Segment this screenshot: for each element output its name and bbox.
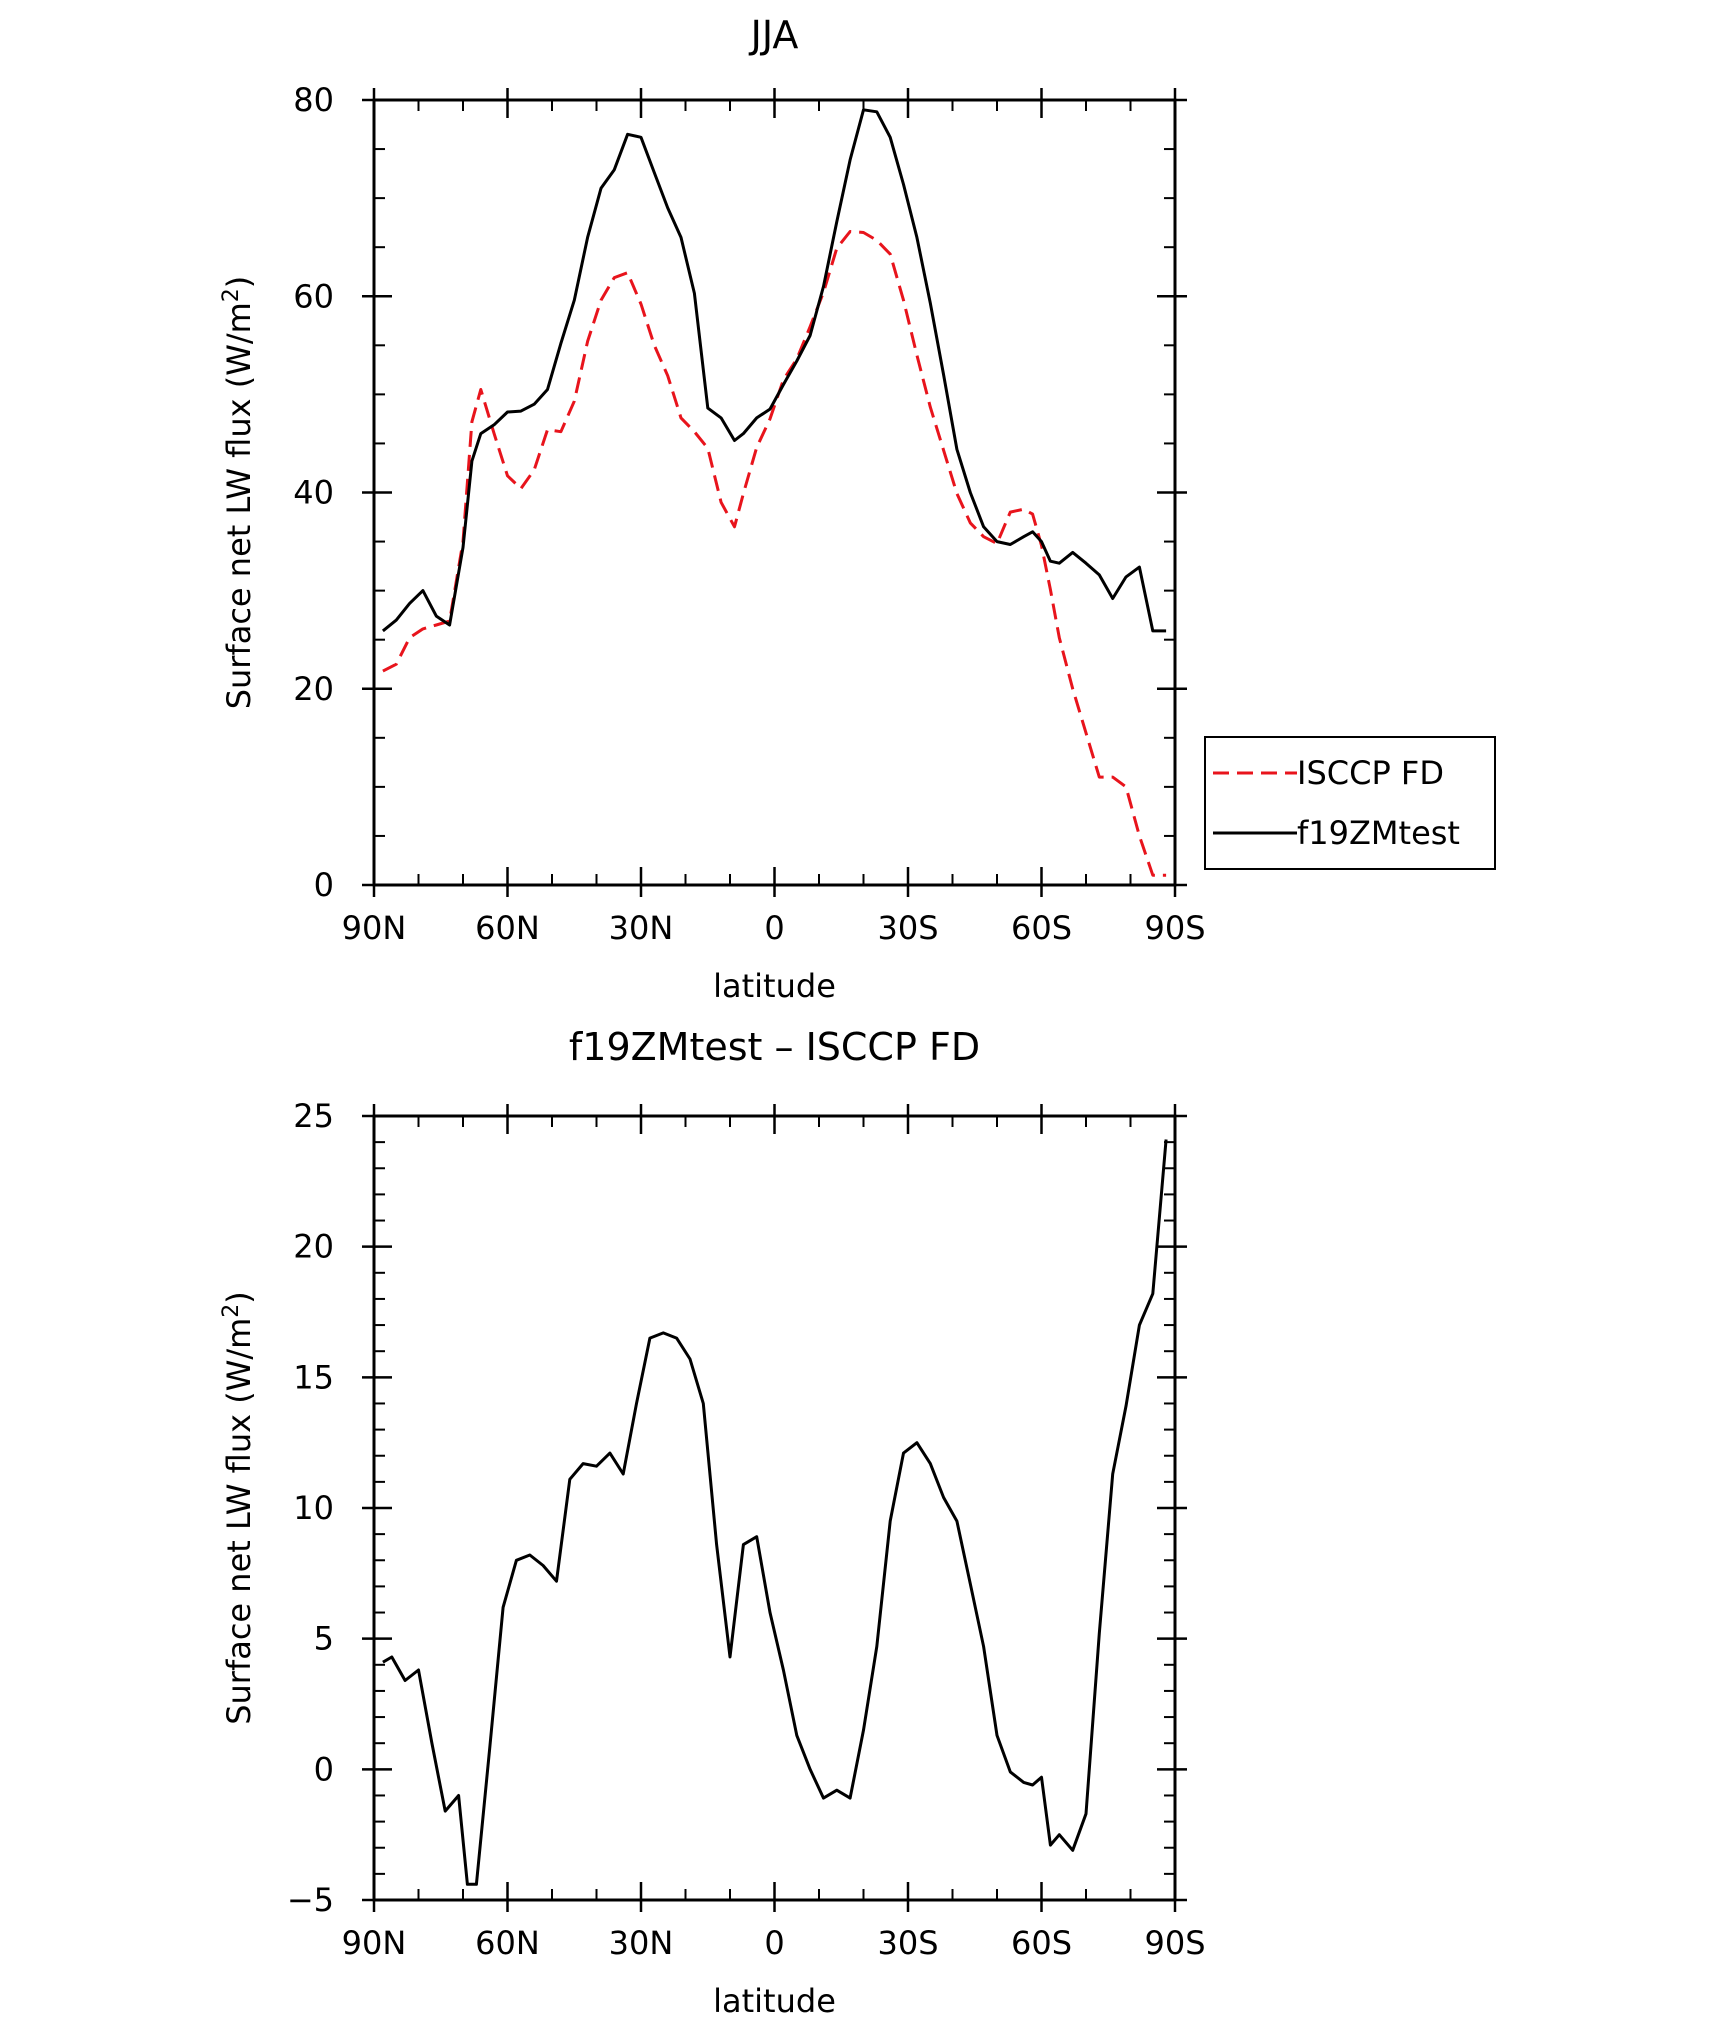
legend-label: f19ZMtest xyxy=(1297,814,1460,852)
x-tick-label: 0 xyxy=(764,909,784,947)
y-axis-label-superscript: 2 xyxy=(219,1304,244,1318)
x-tick-label: 60N xyxy=(475,1924,540,1962)
isccp-fd-line xyxy=(382,230,1167,877)
y-tick-label: 0 xyxy=(314,866,334,904)
x-tick-label: 30S xyxy=(877,909,938,947)
y-tick-label: 60 xyxy=(293,277,334,315)
legend-label: ISCCP FD xyxy=(1297,754,1444,792)
y-axis-label: Surface net LW flux (W/m2) xyxy=(219,276,258,710)
y-tick-label: 80 xyxy=(293,81,334,119)
legend-box xyxy=(1204,736,1496,870)
difference-line xyxy=(382,1139,1168,1886)
y-tick-label: 10 xyxy=(293,1489,334,1527)
y-axis-label: Surface net LW flux (W/m2) xyxy=(219,1291,258,1725)
chart-title: f19ZMtest – ISCCP FD xyxy=(569,1025,980,1069)
y-tick-label: 20 xyxy=(293,670,334,708)
y-tick-label: 0 xyxy=(314,1750,334,1788)
y-tick-label: 25 xyxy=(293,1097,334,1135)
y-tick-label: 5 xyxy=(314,1620,334,1658)
y-axis-label-text: Surface net LW flux (W/m xyxy=(220,1318,258,1725)
y-tick-label: −5 xyxy=(287,1881,334,1919)
x-tick-label: 60S xyxy=(1011,909,1072,947)
y-tick-label: 20 xyxy=(293,1228,334,1266)
x-tick-label: 90N xyxy=(342,909,407,947)
y-axis-label-text: Surface net LW flux (W/m xyxy=(220,302,258,709)
x-tick-label: 30N xyxy=(609,909,674,947)
y-axis-label-close: ) xyxy=(220,1291,258,1303)
plot-frame xyxy=(372,1114,1177,1902)
x-tick-label: 90S xyxy=(1144,1924,1205,1962)
x-tick-label: 90S xyxy=(1144,909,1205,947)
y-axis-label-close: ) xyxy=(220,276,258,288)
y-axis-label-superscript: 2 xyxy=(219,288,244,302)
x-tick-label: 0 xyxy=(764,1924,784,1962)
y-tick-label: 15 xyxy=(293,1358,334,1396)
x-axis-label: latitude xyxy=(713,967,836,1005)
chart-title: JJA xyxy=(749,13,799,57)
y-tick-label: 40 xyxy=(293,474,334,512)
f19zmtest-line xyxy=(381,108,1167,633)
x-tick-label: 30S xyxy=(877,1924,938,1962)
x-tick-label: 60S xyxy=(1011,1924,1072,1962)
x-tick-label: 60N xyxy=(475,909,540,947)
x-axis-label: latitude xyxy=(713,1982,836,2020)
top-chart-panel: JJA 90N 60N 30N 0 30S 60S 90S 0 20 40 60 80 latitude S… xyxy=(219,13,1496,1005)
x-tick-label: 30N xyxy=(609,1924,674,1962)
plot-frame xyxy=(372,98,1177,887)
bottom-chart-panel: f19ZMtest – ISCCP FD 90N 60N 30N 0 30S 60S 90S −… xyxy=(219,1025,1206,2020)
x-tick-label: 90N xyxy=(342,1924,407,1962)
